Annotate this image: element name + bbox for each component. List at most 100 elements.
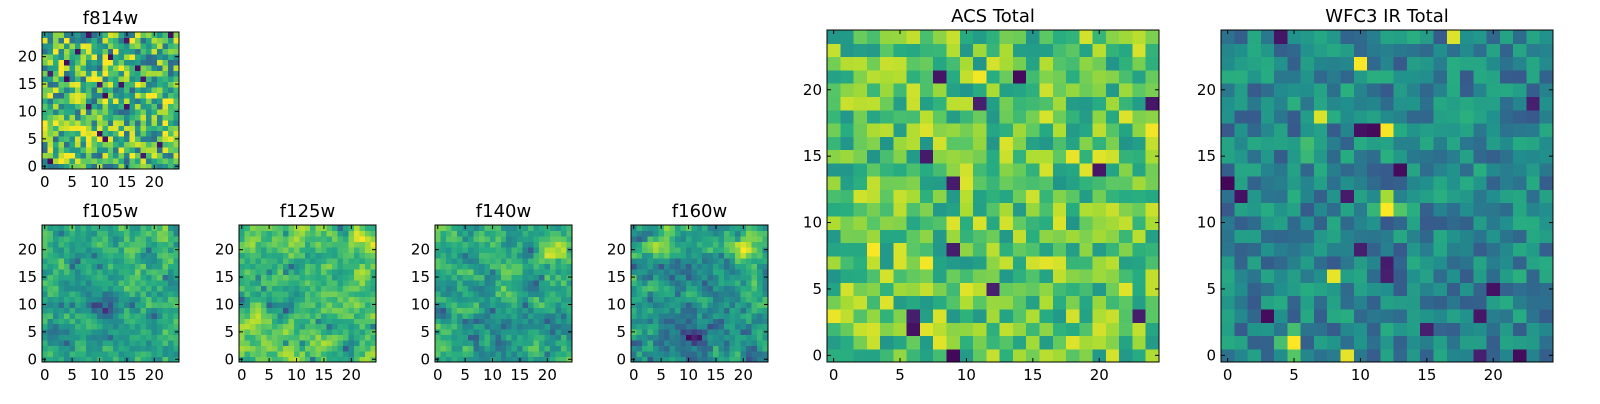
heatmap-cell <box>42 125 49 132</box>
heatmap-cell <box>157 163 164 170</box>
heatmap-cell <box>533 334 540 341</box>
heatmap-cell <box>533 246 540 253</box>
heatmap-cell <box>140 92 147 99</box>
heatmap-cell <box>473 345 480 352</box>
heatmap-cell <box>129 64 136 71</box>
heatmap-cell <box>440 356 447 363</box>
heatmap-cell <box>1234 162 1249 177</box>
heatmap-cell <box>1287 282 1302 297</box>
heatmap-cell <box>1119 255 1134 270</box>
heatmap-cell <box>500 323 507 330</box>
heatmap-cell <box>1539 295 1554 310</box>
heatmap-cell <box>47 81 54 88</box>
heatmap-cell <box>1052 255 1067 270</box>
heatmap-cell <box>69 37 76 44</box>
heatmap-cell <box>669 268 676 275</box>
heatmap-cell <box>69 257 76 264</box>
heatmap-cell <box>451 279 458 286</box>
heatmap-cell <box>293 252 300 259</box>
heatmap-cell <box>370 296 377 303</box>
heatmap-cell <box>118 268 125 275</box>
heatmap-cell <box>933 149 948 164</box>
heatmap-cell <box>959 308 974 323</box>
heatmap-cell <box>880 96 894 111</box>
heatmap-cell <box>321 263 328 270</box>
heatmap-cell <box>80 351 87 358</box>
heatmap-cell <box>495 345 502 352</box>
heatmap-cell <box>440 307 447 314</box>
heatmap-cell <box>102 279 109 286</box>
heatmap-cell <box>162 125 169 132</box>
heatmap-cell <box>691 252 698 259</box>
heatmap-cell <box>1026 295 1041 310</box>
heatmap-cell <box>919 136 934 151</box>
heatmap-cell <box>528 351 535 358</box>
heatmap-cell <box>277 285 284 292</box>
heatmap-cell <box>986 269 1001 283</box>
heatmap-cell <box>522 323 529 330</box>
heatmap-cell <box>1513 136 1528 151</box>
heatmap-cell <box>702 279 709 286</box>
heatmap-cell <box>69 53 76 60</box>
heatmap-cell <box>1247 83 1262 97</box>
heatmap-cell <box>1420 202 1435 217</box>
heatmap-cell <box>42 119 49 126</box>
heatmap-cell <box>456 257 463 264</box>
heatmap-cell <box>762 290 769 297</box>
heatmap-cell <box>151 230 158 237</box>
heatmap-cell <box>113 334 120 341</box>
heatmap-cell <box>691 290 698 297</box>
heatmap-cell <box>1460 176 1474 190</box>
heatmap-cell <box>462 345 469 352</box>
heatmap-cell <box>1052 162 1067 177</box>
heatmap-cell <box>973 176 987 190</box>
heatmap-cell <box>866 43 881 58</box>
heatmap-cell <box>1039 255 1054 270</box>
heatmap-cell <box>85 75 92 82</box>
heatmap-cell <box>999 229 1014 244</box>
x-tick-label: 10 <box>957 366 976 384</box>
heatmap-cell <box>1066 348 1080 363</box>
heatmap-cell <box>528 241 535 248</box>
heatmap-cell <box>1039 109 1054 124</box>
heatmap-cell <box>550 274 557 281</box>
heatmap-cell <box>1327 295 1342 310</box>
heatmap-cell <box>853 69 868 84</box>
heatmap-cell <box>1132 308 1147 323</box>
heatmap-cell <box>74 103 81 110</box>
heatmap-cell <box>1539 30 1554 44</box>
heatmap-cell <box>96 158 103 165</box>
heatmap-cell <box>1513 56 1528 71</box>
heatmap-cell <box>102 32 109 39</box>
heatmap-cell <box>473 351 480 358</box>
heatmap-cell <box>999 215 1014 230</box>
heatmap-cell <box>80 290 87 297</box>
heatmap-cell <box>96 279 103 286</box>
heatmap-cell <box>647 307 654 314</box>
heatmap-cell <box>522 257 529 264</box>
heatmap-cell <box>244 296 251 303</box>
y-tick-label: 15 <box>803 147 822 165</box>
heatmap-cell <box>288 263 295 270</box>
heatmap-cell <box>986 149 1001 164</box>
heatmap-cell <box>517 279 524 286</box>
heatmap-cell <box>1066 308 1080 323</box>
heatmap-cell <box>118 70 125 77</box>
heatmap-cell <box>636 235 643 243</box>
heatmap-cell <box>566 279 573 286</box>
heatmap-cell <box>69 296 76 303</box>
heatmap-cell <box>151 59 158 66</box>
heatmap-cell <box>69 290 76 297</box>
heatmap-cell <box>102 59 109 66</box>
heatmap-cell <box>74 53 81 60</box>
heatmap-cell <box>282 257 289 264</box>
heatmap-cell <box>47 163 54 170</box>
heatmap-cell <box>500 290 507 297</box>
heatmap-cell <box>986 136 1001 151</box>
heatmap-cell <box>933 335 948 350</box>
heatmap-cell <box>718 351 725 358</box>
heatmap-cell <box>1513 162 1528 177</box>
heatmap-cell <box>1513 83 1528 97</box>
heatmap-cell <box>249 290 257 297</box>
heatmap-cell <box>52 114 60 121</box>
